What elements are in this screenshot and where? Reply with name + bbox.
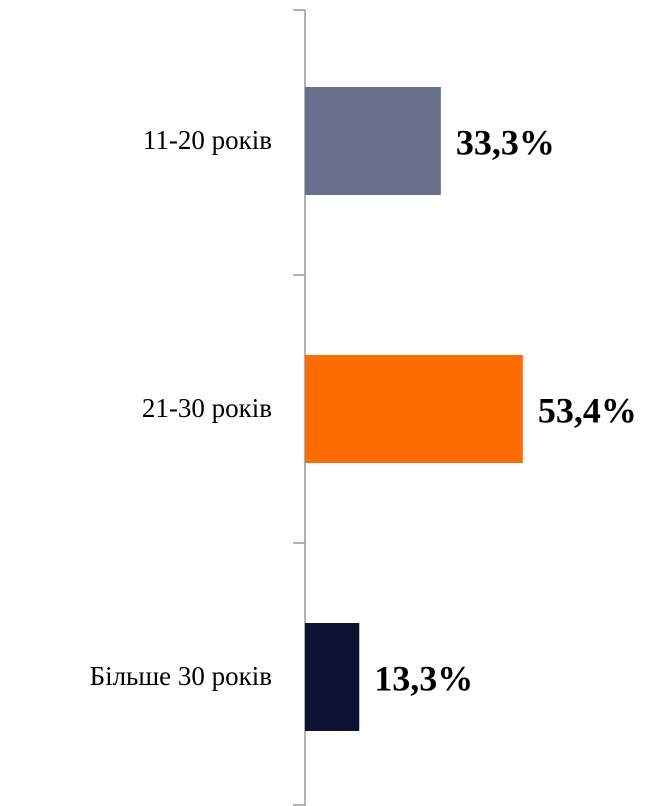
bar [305,355,523,463]
bar [305,623,360,731]
value-label: 13,3% [374,658,473,698]
category-label: 21-30 років [142,393,272,423]
value-label: 33,3% [456,122,555,162]
bar [305,87,441,195]
category-label: 11-20 років [143,125,272,155]
category-label: Більше 30 років [90,661,272,691]
value-label: 53,4% [538,390,637,430]
